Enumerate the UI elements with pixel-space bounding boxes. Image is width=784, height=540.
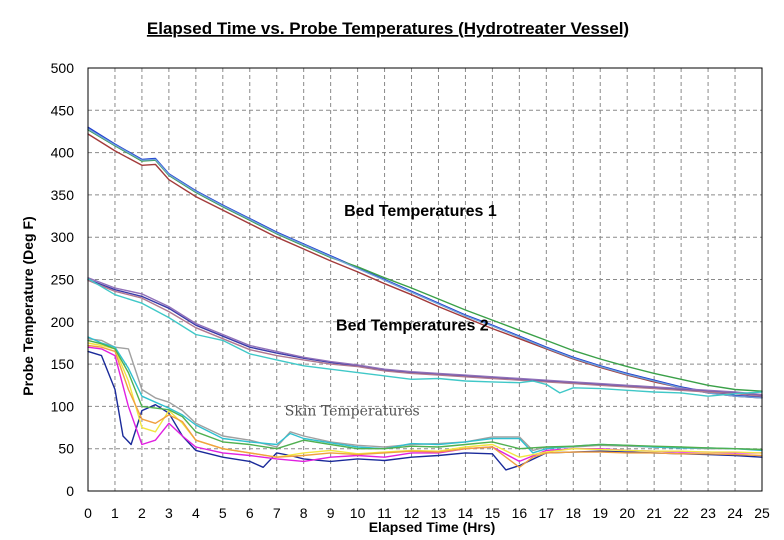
series-line-15: [87, 339, 763, 451]
series-line-11: [87, 342, 763, 458]
x-tick-label: 17: [539, 505, 555, 521]
x-axis-label: Elapsed Time (Hrs): [369, 519, 496, 535]
x-tick-label: 20: [619, 505, 635, 521]
series-line-13: [87, 336, 763, 454]
x-tick-label: 15: [485, 505, 501, 521]
x-tick-label: 16: [512, 505, 528, 521]
series-line-4: [87, 128, 763, 399]
annotation-label: Skin Temperatures: [285, 404, 420, 420]
y-axis-ticks: 0 50 100 150 200 250 300 350 400 450 500: [51, 60, 75, 499]
x-tick-label: 23: [700, 505, 716, 521]
x-tick-label: 14: [458, 505, 474, 521]
x-tick-label: 22: [673, 505, 689, 521]
x-tick-label: 9: [327, 505, 335, 521]
x-tick-label: 1: [111, 505, 119, 521]
x-tick-label: 0: [84, 505, 92, 521]
x-tick-label: 6: [246, 505, 254, 521]
chart-title: Elapsed Time vs. Probe Temperatures (Hyd…: [147, 19, 629, 38]
series-line-1: [87, 126, 763, 398]
y-tick-label: 50: [58, 441, 74, 457]
annotations: Bed Temperatures 1 Bed Temperatures 2 Skin…: [285, 203, 497, 420]
x-tick-label: 25: [754, 505, 770, 521]
y-tick-label: 300: [51, 229, 75, 245]
x-axis-ticks: 0 1 2 3 4 5 6 7 8 9 10 11 12 13 14 15 16 17 18 19 20 21 22 23 24…: [84, 505, 770, 521]
x-tick-label: 18: [565, 505, 581, 521]
series-line-14: [87, 344, 763, 468]
annotation-label: Bed Temperatures 2: [336, 317, 489, 334]
y-tick-label: 200: [51, 314, 75, 330]
y-axis-label: Probe Temperature (Deg F): [20, 216, 36, 395]
x-tick-label: 7: [273, 505, 281, 521]
x-tick-label: 3: [165, 505, 173, 521]
x-tick-label: 5: [219, 505, 227, 521]
plot-frame: [87, 67, 763, 492]
series-line-3: [87, 133, 763, 399]
y-tick-label: 400: [51, 145, 75, 161]
x-tick-label: 12: [404, 505, 420, 521]
grid: [88, 68, 762, 491]
x-tick-label: 11: [377, 505, 392, 521]
series-line-8: [87, 278, 763, 397]
y-tick-label: 350: [51, 187, 75, 203]
x-tick-label: 10: [350, 505, 366, 521]
annotation-label: Bed Temperatures 1: [344, 203, 497, 220]
x-tick-label: 8: [300, 505, 308, 521]
x-tick-label: 21: [646, 505, 662, 521]
x-tick-label: 4: [192, 505, 200, 521]
x-tick-label: 13: [431, 505, 447, 521]
series-line-7: [87, 279, 763, 397]
y-tick-label: 150: [51, 356, 75, 372]
series-group: [87, 126, 763, 471]
y-tick-label: 450: [51, 102, 75, 118]
y-tick-label: 100: [51, 398, 75, 414]
y-tick-label: 0: [66, 483, 74, 499]
series-line-6: [87, 277, 763, 396]
y-tick-label: 250: [51, 272, 75, 288]
x-tick-label: 24: [727, 505, 743, 521]
series-line-2: [87, 129, 763, 392]
series-line-12: [87, 338, 763, 452]
series-line-5: [87, 278, 763, 397]
x-tick-label: 2: [138, 505, 146, 521]
x-tick-label: 19: [592, 505, 608, 521]
y-tick-label: 500: [51, 60, 75, 76]
